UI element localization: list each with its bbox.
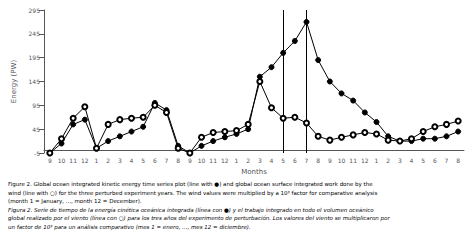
svg-text:5: 5 [281,157,285,164]
svg-text:12: 12 [361,157,369,164]
svg-text:2: 2 [246,157,250,164]
svg-text:4: 4 [270,157,274,164]
svg-text:1: 1 [235,157,239,164]
svg-text:45: 45 [32,126,40,133]
svg-text:12: 12 [221,157,229,164]
svg-text:1: 1 [375,157,379,164]
svg-text:-5: -5 [34,150,40,157]
svg-text:8: 8 [456,157,460,164]
svg-text:7: 7 [165,157,169,164]
svg-text:195: 195 [29,54,41,61]
svg-text:2: 2 [386,157,390,164]
svg-text:11: 11 [349,157,357,164]
svg-text:12: 12 [81,157,89,164]
svg-text:7: 7 [445,157,449,164]
svg-text:9: 9 [48,157,52,164]
svg-text:145: 145 [29,78,41,85]
svg-text:un factor de 10³ para un análi: un factor de 10³ para un análisis compar… [8,224,251,231]
svg-text:2: 2 [106,157,110,164]
svg-text:8: 8 [316,157,320,164]
svg-text:4: 4 [130,157,134,164]
svg-text:Months: Months [241,168,267,176]
svg-text:7: 7 [305,157,309,164]
svg-text:10: 10 [338,157,346,164]
svg-text:8: 8 [176,157,180,164]
svg-text:global realizado por el viento: global realizado por el viento (línea co… [8,215,390,222]
svg-text:6: 6 [433,157,437,164]
svg-text:10: 10 [58,157,66,164]
svg-text:9: 9 [328,157,332,164]
svg-text:Energy (PW): Energy (PW) [10,60,18,104]
svg-text:wind (line with ○) for the thr: wind (line with ○) for the three perturb… [8,190,377,197]
svg-text:(month 1 = January, ..., month: (month 1 = January, ..., month 12 = Dece… [8,198,142,205]
svg-text:9: 9 [188,157,192,164]
svg-text:95: 95 [32,102,40,109]
svg-text:3: 3 [118,157,122,164]
svg-text:10: 10 [198,157,206,164]
svg-text:11: 11 [69,157,77,164]
svg-text:3: 3 [258,157,262,164]
svg-text:6: 6 [153,157,157,164]
svg-text:Figura 2. Serie de tiempo de l: Figura 2. Serie de tiempo de la energía … [8,207,374,214]
svg-text:Figure 2. Global ocean integra: Figure 2. Global ocean integrated kineti… [8,181,373,188]
svg-text:245: 245 [29,30,41,37]
svg-text:5: 5 [141,157,145,164]
svg-text:4: 4 [410,157,414,164]
svg-text:5: 5 [421,157,425,164]
svg-text:6: 6 [293,157,297,164]
svg-text:3: 3 [398,157,402,164]
svg-text:11: 11 [209,157,217,164]
svg-text:1: 1 [95,157,99,164]
svg-text:295: 295 [29,7,41,14]
